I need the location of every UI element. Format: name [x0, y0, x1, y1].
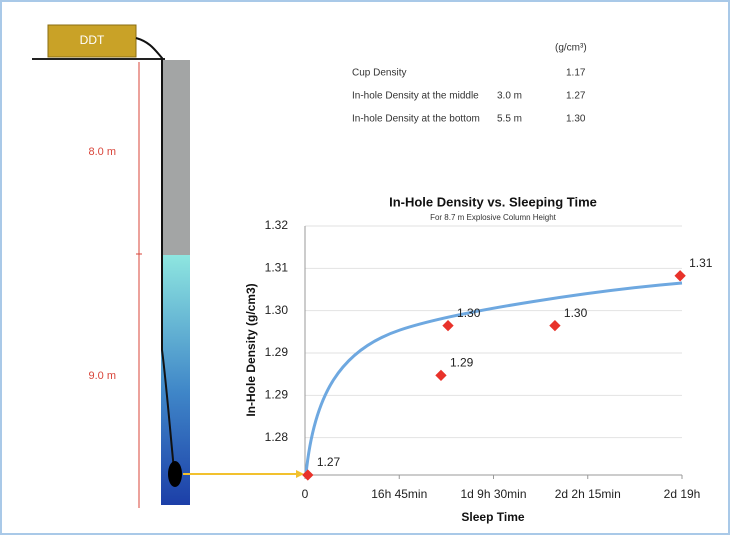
stemming — [161, 60, 190, 255]
row-label: In-hole Density at the middle — [352, 91, 479, 102]
row-density: 1.17 — [566, 68, 586, 79]
y-tick-label: 1.29 — [265, 387, 289, 401]
x-tick-label: 2d 19h — [664, 487, 701, 501]
data-label: 1.30 — [457, 306, 481, 320]
arrow-head — [296, 470, 304, 478]
data-label: 1.27 — [317, 455, 341, 469]
x-tick-label: 1d 9h 30min — [460, 487, 526, 501]
x-tick-label: 16h 45min — [371, 487, 427, 501]
data-point — [435, 370, 446, 381]
data-point — [549, 320, 560, 331]
row-label: In-hole Density at the bottom — [352, 114, 480, 125]
density-table: Cup Density 1.17 In-hole Density at the mi… — [352, 68, 586, 125]
depth-label: 9.0 m — [88, 370, 116, 382]
row-density: 1.27 — [566, 91, 586, 102]
unit: (g/cm³) — [555, 43, 587, 54]
figure: DDT 8.0 m 9.0 m (g/cm³) Cup Density 1.17 I… — [0, 0, 730, 535]
chart-title: In-Hole Density vs. Sleeping Time — [389, 194, 597, 209]
row-label: Cup Density — [352, 68, 406, 79]
data-label: 1.30 — [564, 306, 588, 320]
y-tick-label: 1.29 — [265, 345, 289, 359]
page: DDT 8.0 m 9.0 m (g/cm³) Cup Density 1.17 I… — [0, 0, 730, 535]
frame — [1, 1, 729, 534]
sensor — [168, 461, 182, 487]
chart-subtitle: For 8.7 m Explosive Column Height — [430, 213, 557, 222]
data-label: 1.31 — [689, 256, 713, 270]
data-point — [442, 320, 453, 331]
x-tick-label: 2d 2h 15min — [555, 487, 621, 501]
rig-label: DDT — [80, 33, 105, 47]
row-depth: 3.0 m — [497, 91, 522, 102]
row-density: 1.30 — [566, 114, 586, 125]
x-axis-label: Sleep Time — [461, 510, 524, 524]
y-tick-label: 1.32 — [265, 218, 289, 232]
data-label: 1.29 — [450, 356, 474, 370]
data-point — [674, 270, 685, 281]
y-tick-label: 1.30 — [265, 303, 289, 317]
x-tick-label: 0 — [302, 487, 309, 501]
trend-line — [306, 283, 682, 474]
y-tick-label: 1.31 — [265, 261, 289, 275]
data-point — [302, 469, 313, 480]
row-depth: 5.5 m — [497, 114, 522, 125]
y-tick-label: 1.28 — [265, 430, 289, 444]
depth-label: 8.0 m — [88, 146, 116, 158]
y-axis-label: In-Hole Density (g/cm3) — [244, 283, 258, 416]
chart: 1.32 1.31 1.30 1.29 1.29 1.28 0 16h 45min 1d 9h … — [265, 218, 713, 501]
